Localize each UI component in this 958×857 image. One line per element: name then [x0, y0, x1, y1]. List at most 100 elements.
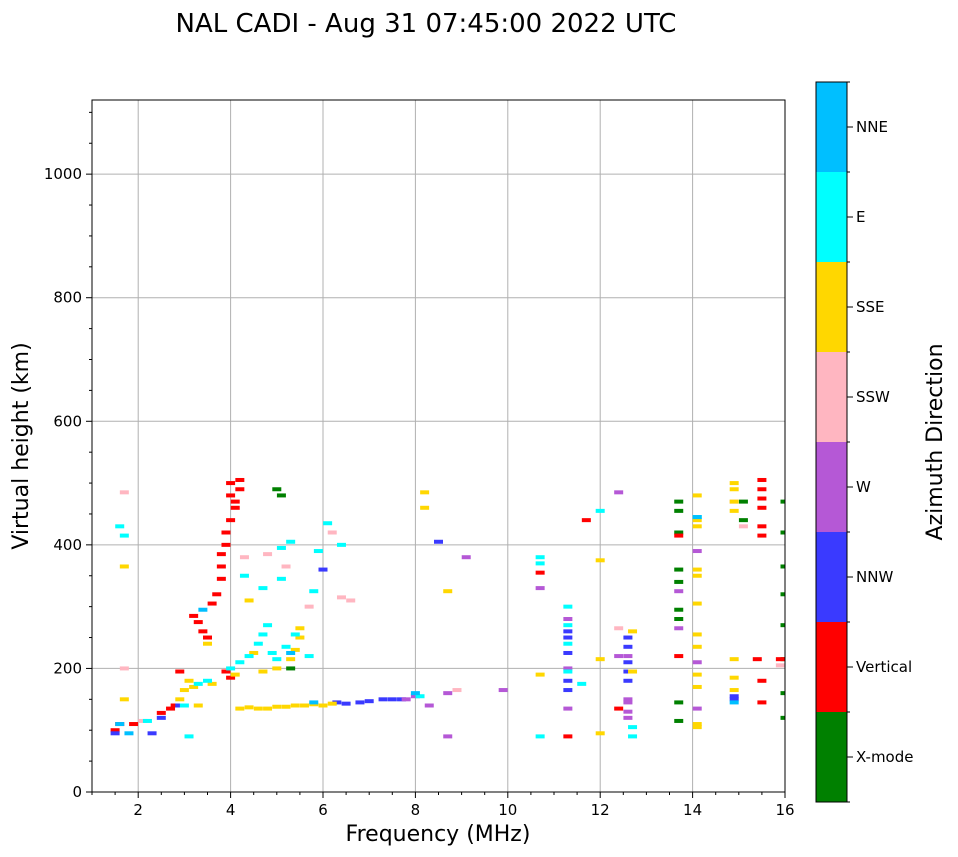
data-point: [179, 703, 189, 708]
chart-title: NAL CADI - Aug 31 07:45:00 2022 UTC: [176, 9, 677, 39]
y-tick-label: 1000: [44, 165, 82, 183]
data-point: [272, 657, 282, 662]
data-point: [115, 722, 125, 727]
data-point: [563, 623, 573, 628]
data-point: [434, 539, 443, 544]
data-point: [674, 567, 684, 572]
x-axis-label: Frequency (MHz): [346, 822, 531, 847]
colorbar-segment: [816, 82, 847, 172]
data-point: [443, 734, 453, 739]
y-axis-ticks: 0 200 400 600 800 1000: [44, 111, 92, 801]
data-point: [623, 644, 633, 649]
data-point: [563, 617, 573, 621]
data-point: [346, 598, 356, 603]
data-point: [563, 641, 573, 646]
data-point: [244, 598, 254, 603]
data-point: [184, 734, 194, 739]
data-point: [757, 678, 767, 683]
data-point: [300, 703, 310, 708]
data-point: [595, 657, 605, 662]
data-point: [235, 487, 245, 492]
data-point: [729, 657, 739, 662]
colorbar-label-x-mode: X-mode: [856, 748, 913, 766]
data-point: [276, 576, 286, 581]
data-point: [692, 567, 702, 572]
y-tick-label: 400: [53, 536, 82, 554]
y-axis-label: Virtual height (km): [9, 342, 34, 549]
data-point: [420, 505, 430, 510]
data-point: [263, 552, 273, 557]
colorbar-label-ssw: SSW: [856, 388, 890, 406]
data-point: [623, 700, 633, 705]
data-point: [267, 650, 277, 655]
data-point: [563, 688, 573, 693]
data-point: [692, 725, 702, 730]
data-point: [535, 734, 545, 739]
data-point: [757, 477, 767, 482]
data-point: [410, 691, 420, 696]
data-point: [628, 629, 638, 634]
data-point: [221, 530, 231, 535]
data-point: [286, 657, 296, 662]
data-point: [239, 573, 249, 578]
data-point: [595, 508, 605, 513]
data-point: [258, 669, 268, 674]
data-point: [415, 694, 425, 699]
data-point: [221, 542, 231, 547]
data-point: [258, 632, 268, 637]
series-nnw: [110, 539, 739, 736]
data-point: [110, 731, 120, 736]
data-point: [729, 688, 739, 693]
series-vertical: [110, 477, 785, 739]
data-point: [674, 617, 684, 621]
x-tick-label: 6: [318, 801, 328, 819]
data-point: [290, 632, 300, 637]
data-point: [738, 499, 748, 504]
data-point: [193, 620, 203, 625]
data-point: [119, 697, 129, 702]
data-point: [780, 715, 785, 720]
y-tick-label: 200: [53, 659, 82, 677]
data-point: [253, 641, 263, 646]
data-point: [318, 567, 328, 572]
data-point: [198, 629, 208, 634]
data-point: [226, 675, 236, 680]
data-point: [156, 715, 166, 720]
data-point: [780, 499, 785, 504]
data-point: [309, 589, 319, 594]
data-point: [623, 697, 633, 702]
colorbar-segment: [816, 352, 847, 442]
y-tick-label: 800: [53, 289, 82, 307]
x-tick-label: 10: [498, 801, 517, 819]
data-point: [207, 681, 217, 686]
data-point: [263, 623, 273, 628]
data-point: [461, 555, 471, 560]
data-point: [336, 595, 346, 600]
data-point: [563, 629, 573, 634]
data-point: [674, 607, 684, 612]
data-point: [142, 718, 152, 723]
colorbar-segment: [816, 532, 847, 622]
data-point: [221, 669, 231, 674]
data-point: [535, 586, 545, 591]
data-point: [780, 592, 785, 597]
data-point: [110, 728, 120, 733]
data-point: [692, 632, 702, 637]
colorbar-frame: [815, 81, 848, 803]
data-point: [198, 607, 208, 612]
data-point: [623, 678, 633, 683]
data-point: [272, 666, 282, 671]
data-point: [189, 613, 199, 618]
data-point: [295, 635, 305, 640]
data-point: [674, 654, 684, 659]
x-axis-ticks: 2 4 6 8 10 12 14 16: [91, 792, 795, 819]
data-point: [397, 697, 407, 702]
y-tick-label: 600: [53, 412, 82, 430]
data-point: [424, 703, 434, 708]
plot-area: [92, 100, 785, 792]
data-point: [230, 505, 240, 510]
data-point: [341, 701, 351, 706]
data-point: [757, 505, 767, 510]
data-point: [757, 700, 767, 705]
data-point: [119, 666, 129, 671]
